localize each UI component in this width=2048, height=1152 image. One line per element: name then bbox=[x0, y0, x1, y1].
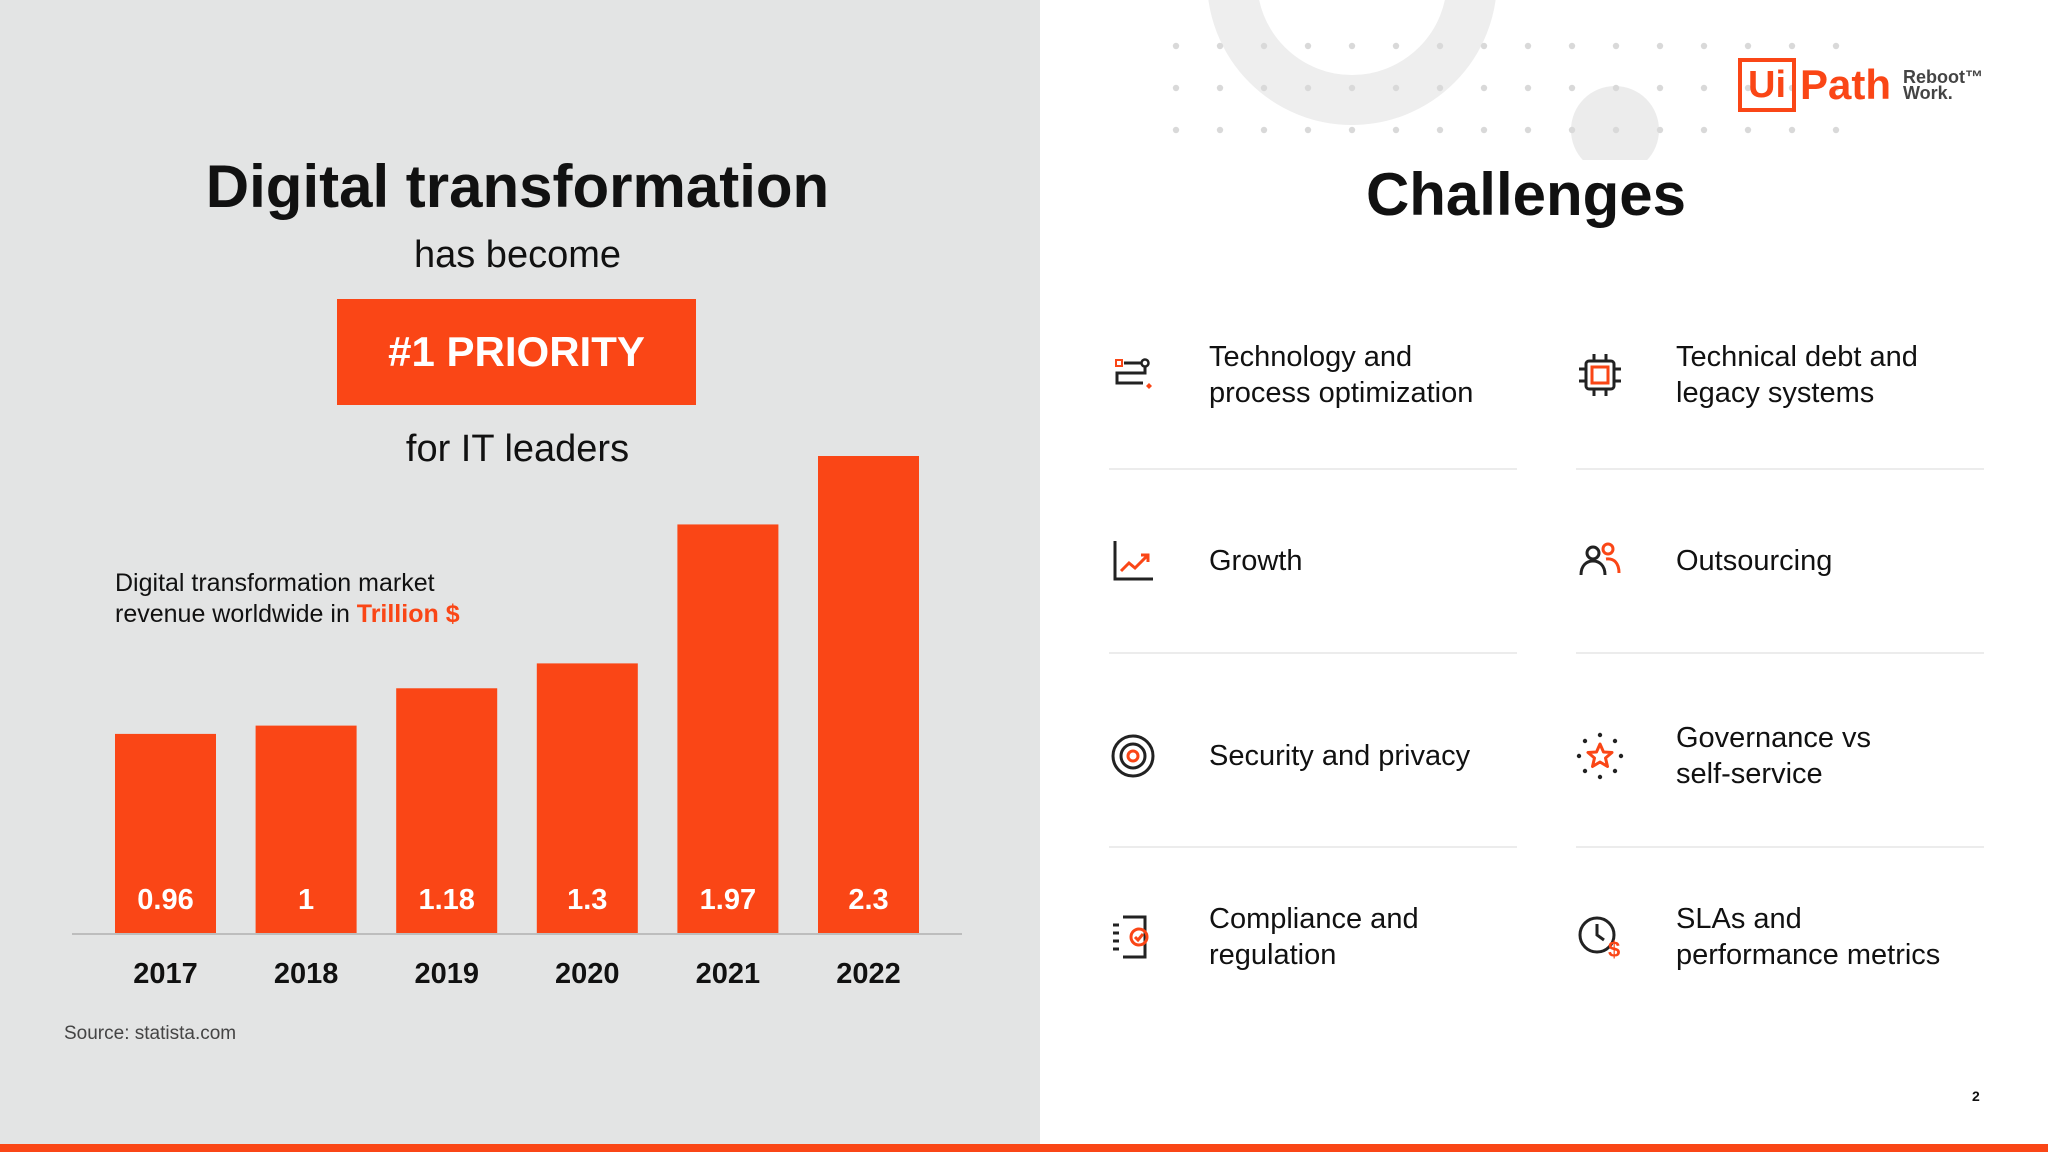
challenge-label: Outsourcing bbox=[1676, 543, 1832, 579]
audience-text: for IT leaders bbox=[405, 428, 630, 470]
challenge-divider bbox=[1109, 652, 1517, 654]
bar-2017 bbox=[115, 733, 216, 933]
bar-2019 bbox=[396, 688, 498, 933]
challenge-label-line-1: SLAs and bbox=[1676, 903, 1802, 935]
svg-text:$: $ bbox=[1608, 937, 1620, 961]
decorative-dots-pattern bbox=[1172, 0, 1840, 160]
right-panel bbox=[1040, 0, 2048, 1144]
compliance-document-icon bbox=[1109, 913, 1157, 961]
x-tick-label: 2018 bbox=[274, 958, 339, 990]
logo-path-text: Path bbox=[1800, 61, 1892, 108]
challenge-label-line-2: process optimization bbox=[1209, 377, 1474, 409]
target-icon bbox=[1109, 732, 1157, 780]
bar-2021 bbox=[677, 524, 779, 933]
challenge-item: Governance vs self-service bbox=[1576, 696, 1986, 816]
bar-value-label: 1.18 bbox=[418, 884, 474, 916]
challenge-item: Compliance and regulation bbox=[1109, 877, 1519, 997]
challenge-label-line-1: Governance vs bbox=[1676, 722, 1872, 754]
challenge-label: Governance vs self-service bbox=[1676, 720, 1871, 792]
caption-unit: Trillion $ bbox=[356, 600, 460, 628]
uipath-logo: Ui Path Reboot™ Work. bbox=[1738, 58, 1983, 112]
x-tick-label: 2022 bbox=[836, 958, 901, 990]
logo-tagline-1: Reboot™ bbox=[1903, 67, 1984, 87]
bar-value-label: 1.97 bbox=[700, 884, 756, 916]
x-tick-label: 2021 bbox=[696, 958, 761, 990]
challenge-label-line-1: Compliance and bbox=[1209, 903, 1419, 935]
challenge-divider bbox=[1576, 468, 1984, 470]
priority-badge: #1 PRIORITY bbox=[337, 299, 696, 405]
challenge-label: Security and privacy bbox=[1209, 738, 1470, 774]
subtitle: has become bbox=[413, 234, 621, 276]
challenge-label: Technical debt and legacy systems bbox=[1676, 339, 1918, 411]
bar-value-label: 1.3 bbox=[567, 884, 607, 916]
challenge-label: Technology and process optimization bbox=[1209, 339, 1473, 411]
challenge-label-line-2: legacy systems bbox=[1676, 377, 1875, 409]
chart-caption: Digital transformation market revenue wo… bbox=[115, 568, 460, 630]
challenge-item: Security and privacy bbox=[1109, 696, 1519, 816]
challenge-label-line-2: performance metrics bbox=[1676, 939, 1941, 971]
bar-value-label: 1 bbox=[298, 884, 314, 916]
logo-tagline: Reboot™ Work. bbox=[1903, 67, 1984, 103]
challenge-item: Technology and process optimization bbox=[1109, 315, 1519, 435]
challenge-label: Growth bbox=[1209, 543, 1302, 579]
challenge-item: $ SLAs and performance metrics bbox=[1576, 877, 1986, 997]
chip-icon bbox=[1576, 351, 1624, 399]
challenge-divider bbox=[1576, 846, 1984, 848]
caption-line-2: revenue worldwide in bbox=[115, 600, 357, 628]
clock-dollar-icon: $ bbox=[1576, 913, 1624, 962]
challenge-divider bbox=[1109, 468, 1517, 470]
challenge-label-line-1: Outsourcing bbox=[1676, 545, 1833, 577]
growth-chart-icon bbox=[1109, 537, 1157, 585]
logo-tagline-2: Work. bbox=[1903, 83, 1953, 103]
challenges-title: Challenges bbox=[1365, 161, 1687, 228]
challenge-label: Compliance and regulation bbox=[1209, 901, 1419, 973]
main-title: Digital transformation bbox=[205, 153, 830, 220]
people-icon bbox=[1576, 537, 1624, 585]
bar-2020 bbox=[536, 663, 638, 933]
revenue-bar-chart: 0.96 2017 1 2018 1.18 2019 1.3 2020 1.97 2021 2.3 2… bbox=[72, 456, 962, 990]
x-tick-label: 2017 bbox=[133, 958, 198, 990]
x-tick-label: 2020 bbox=[555, 958, 620, 990]
bar-value-label: 2.3 bbox=[848, 884, 888, 916]
challenge-item: Technical debt and legacy systems bbox=[1576, 315, 1986, 435]
bar-2022 bbox=[818, 456, 919, 933]
challenge-label-line-1: Security and privacy bbox=[1209, 740, 1471, 772]
challenge-item: Growth bbox=[1109, 501, 1519, 621]
bottom-accent-bar bbox=[0, 1144, 2048, 1152]
challenge-label-line-1: Technical debt and bbox=[1676, 341, 1918, 373]
x-tick-label: 2019 bbox=[414, 958, 479, 990]
star-burst-icon bbox=[1576, 732, 1624, 780]
challenge-label-line-1: Technology and bbox=[1209, 341, 1413, 373]
caption-line-1: Digital transformation market bbox=[115, 569, 435, 597]
challenge-label: SLAs and performance metrics bbox=[1676, 901, 1940, 973]
challenge-label-line-1: Growth bbox=[1209, 545, 1303, 577]
bar-2018 bbox=[255, 725, 357, 933]
bar-value-label: 0.96 bbox=[137, 884, 193, 916]
challenge-item: Outsourcing bbox=[1576, 501, 1986, 621]
challenge-divider bbox=[1109, 846, 1517, 848]
logo-ui-mark: Ui bbox=[1738, 58, 1796, 112]
challenge-label-line-2: self-service bbox=[1676, 758, 1823, 790]
source-note: Source: statista.com bbox=[64, 1023, 237, 1044]
page-number: 2 bbox=[1972, 1088, 1980, 1104]
challenge-divider bbox=[1576, 652, 1984, 654]
process-flow-icon bbox=[1109, 351, 1157, 399]
challenge-label-line-2: regulation bbox=[1209, 939, 1337, 971]
